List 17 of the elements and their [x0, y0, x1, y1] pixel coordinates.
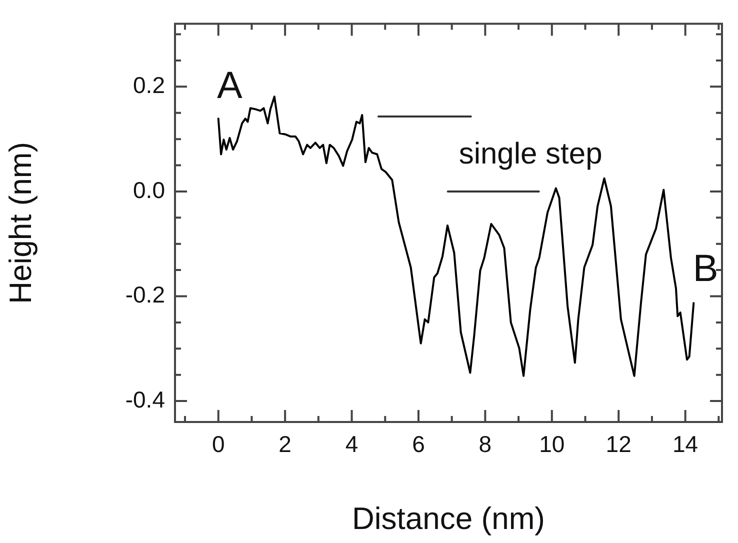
annotation: A [217, 64, 244, 107]
x-tick-label: 2 [278, 431, 292, 458]
y-tick-label: 0.0 [133, 176, 165, 203]
x-tick-label: 6 [412, 431, 425, 458]
x-tick-label: 14 [672, 431, 698, 458]
y-tick-label: -0.4 [125, 386, 166, 412]
y-axis-title: Height (nm) [3, 142, 38, 304]
y-tick-label: 0.2 [133, 72, 165, 98]
x-tick-label: 4 [345, 431, 358, 458]
annotation: B [692, 248, 718, 290]
x-tick-label: 10 [539, 431, 565, 458]
annotation: single step [458, 137, 602, 170]
x-tick-label: 8 [478, 431, 492, 458]
x-tick-label: 12 [606, 431, 632, 458]
x-tick-label: 0 [212, 431, 225, 458]
y-tick-label: -0.2 [125, 282, 165, 308]
x-axis-title: Distance (nm) [352, 500, 545, 536]
